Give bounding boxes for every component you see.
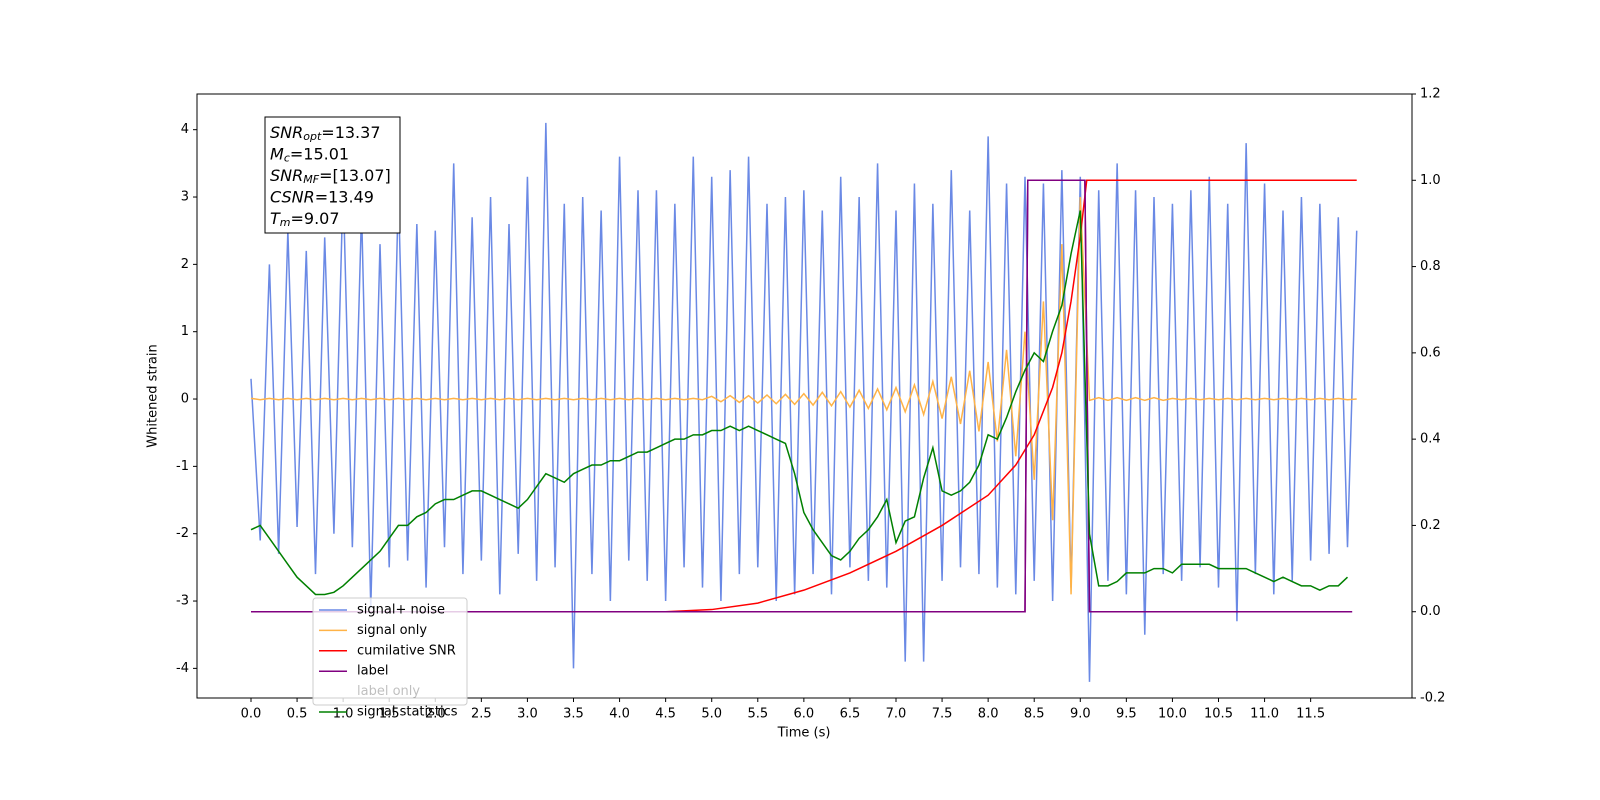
y-tick-label: 1 [181, 324, 189, 339]
y2-tick-label: 1.2 [1420, 87, 1441, 102]
y-axis-label: Whitened strain [146, 344, 161, 447]
legend-label: signal only [357, 623, 427, 638]
series-line [250, 196, 1357, 595]
series-line [250, 210, 1349, 596]
x-tick-label: 1.5 [379, 707, 400, 722]
x-tick-label: 5.0 [701, 707, 722, 722]
legend-label: label only [357, 684, 420, 699]
y2-tick-label: 0.4 [1420, 432, 1441, 447]
annotation-rest: =[13.07] [319, 166, 391, 185]
y-tick-label: 3 [181, 190, 189, 205]
x-tick-label: 4.5 [655, 707, 676, 722]
x-tick-label: 9.0 [1070, 707, 1091, 722]
annotation-base: SNR [270, 166, 303, 185]
y-tick-label: 0 [181, 392, 189, 407]
annotation-sub: m [280, 216, 291, 229]
x-tick-label: 11.5 [1296, 707, 1325, 722]
y-tick-label: 4 [181, 122, 189, 137]
x-tick-label: 5.5 [747, 707, 768, 722]
annotation-base: SNR [270, 123, 303, 142]
x-tick-label: 6.5 [840, 707, 861, 722]
annotation-base: T [270, 209, 281, 228]
annotation-sub: MF [303, 173, 319, 186]
y2-tick-label: 0.6 [1420, 345, 1441, 360]
x-tick-label: 0.0 [241, 707, 262, 722]
x-tick-label: 9.5 [1116, 707, 1137, 722]
x-tick-label: 3.5 [563, 707, 584, 722]
annotation-base: M [270, 144, 284, 163]
y-tick-label: -3 [176, 594, 189, 609]
plot-frame [196, 93, 1413, 699]
legend-label: cumilative SNR [357, 643, 456, 658]
y2-tick-label: -0.2 [1420, 691, 1445, 706]
x-tick-label: 6.0 [794, 707, 815, 722]
annotation: Tm=9.07 [270, 209, 340, 230]
x-tick-label: 0.5 [287, 707, 308, 722]
y-tick-label: -4 [176, 661, 189, 676]
x-tick-label: 4.0 [609, 707, 630, 722]
x-tick-label: 11.0 [1250, 707, 1279, 722]
series-line [251, 179, 1353, 613]
y-tick-label: -2 [176, 526, 189, 541]
x-tick-label: 10.5 [1204, 707, 1233, 722]
annotation-base: CSNR [270, 187, 315, 206]
annotation-box [264, 116, 401, 234]
legend-box [312, 597, 468, 706]
annotation-sub: opt [303, 130, 322, 143]
x-tick-label: 10.0 [1158, 707, 1187, 722]
y2-tick-label: 0.0 [1420, 604, 1441, 619]
annotation-rest: =13.49 [315, 187, 374, 206]
annotation-rest: =15.01 [290, 144, 349, 163]
x-tick-label: 2.5 [471, 707, 492, 722]
x-tick-label: 1.0 [333, 707, 354, 722]
y-tick-label: 2 [181, 257, 189, 272]
annotation: Mc=15.01 [270, 144, 349, 165]
x-tick-label: 8.0 [978, 707, 999, 722]
x-tick-label: 8.5 [1024, 707, 1045, 722]
x-tick-label: 2.0 [425, 707, 446, 722]
annotation-rest: =13.37 [321, 123, 380, 142]
y2-tick-label: 0.8 [1420, 259, 1441, 274]
annotation: CSNR=13.49 [270, 187, 374, 206]
x-axis-label: Time (s) [777, 726, 831, 741]
annotation: SNRopt=13.37 [270, 123, 381, 144]
y-tick-label: -1 [176, 459, 189, 474]
x-tick-label: 3.0 [517, 707, 538, 722]
y2-tick-label: 0.2 [1420, 518, 1441, 533]
series-line [250, 122, 1358, 682]
annotation: SNRMF=[13.07] [270, 166, 391, 187]
x-tick-label: 7.0 [886, 707, 907, 722]
y2-tick-label: 1.0 [1420, 173, 1441, 188]
annotation-sub: c [284, 152, 290, 165]
annotation-rest: =9.07 [291, 209, 340, 228]
legend-label: signal+ noise [357, 603, 445, 618]
legend-label: signal statistics [357, 705, 458, 720]
legend-label: label [357, 664, 388, 679]
x-tick-label: 7.5 [932, 707, 953, 722]
